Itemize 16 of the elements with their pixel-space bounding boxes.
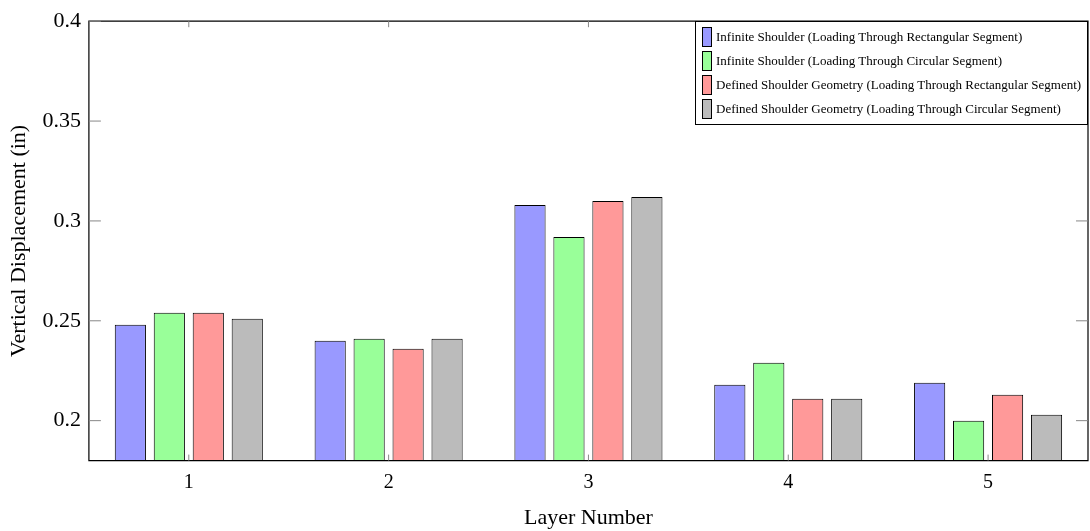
x-tick-label: 1 <box>183 469 194 492</box>
legend-label: Defined Shoulder Geometry (Loading Through Rectangular Segment) <box>716 76 1082 95</box>
legend-label: Infinite Shoulder (Loading Through Circular Segment) <box>716 52 1003 71</box>
y-tick-label: 0.3 <box>53 206 81 232</box>
x-tick-label: 4 <box>783 469 794 492</box>
x-tick-label: 2 <box>383 469 394 492</box>
legend-label: Defined Shoulder Geometry (Loading Through Circular Segment) <box>716 100 1061 119</box>
y-tick-label: 0.35 <box>42 106 81 132</box>
x-tick-label: 5 <box>983 469 994 492</box>
legend-label: Infinite Shoulder (Loading Through Rectangular Segment) <box>716 28 1023 47</box>
y-tick-label: 0.2 <box>53 406 81 432</box>
y-tick-label: 0.4 <box>53 6 81 32</box>
y-tick-label: 0.25 <box>42 306 81 332</box>
x-axis-title: Layer Number <box>524 503 654 529</box>
y-axis-title: Vertical Displacement (in) <box>4 124 30 357</box>
x-tick-label: 3 <box>583 469 594 492</box>
